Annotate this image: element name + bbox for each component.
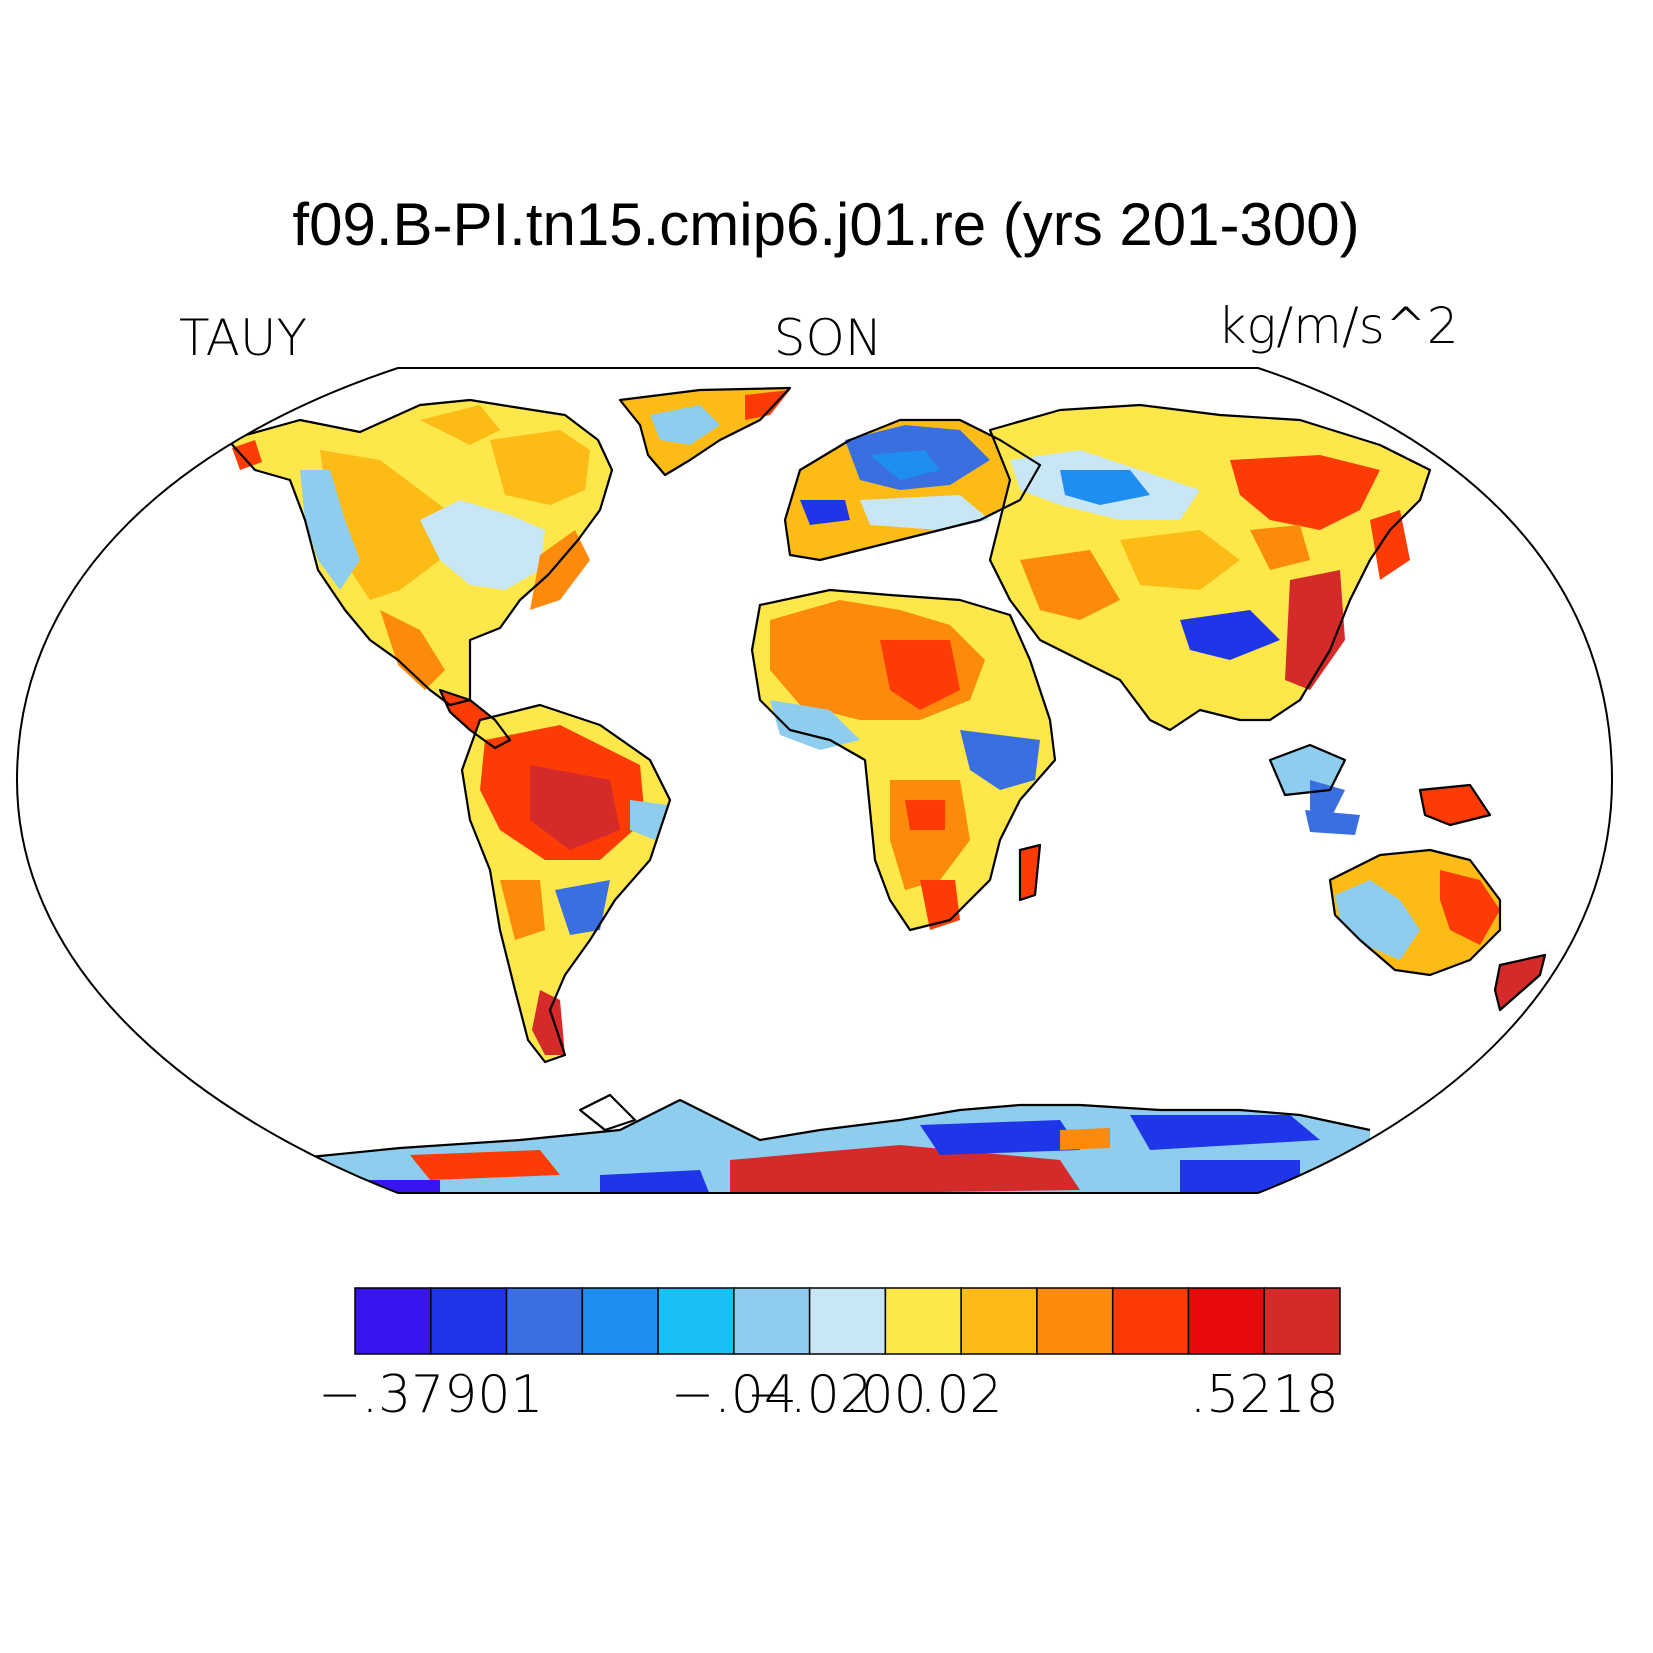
colorbar-swatch	[505, 1287, 584, 1355]
colorbar-swatch	[733, 1287, 811, 1355]
map-title: f09.B-PI.tn15.cmip6.j01.re (yrs 201-300)	[292, 191, 1359, 258]
colorbar-swatch	[430, 1287, 508, 1355]
colorbar-swatch	[354, 1287, 432, 1355]
land-fields	[226, 386, 1547, 1193]
map-globe	[15, 367, 1614, 1194]
colorbar-tick-label: .5218	[1190, 1365, 1339, 1425]
colorbar	[354, 1287, 1341, 1355]
colorbar-swatch	[657, 1287, 735, 1355]
colorbar-tick-label: −.37901	[318, 1365, 544, 1425]
colorbar-tick-label: −.02	[746, 1365, 872, 1425]
colorbar-swatch	[1111, 1287, 1190, 1355]
variable-label: TAUY	[179, 309, 307, 367]
colorbar-tick-label: .02	[920, 1365, 1003, 1425]
season-label: SON	[774, 309, 883, 367]
colorbar-swatch	[1187, 1287, 1265, 1355]
maritime-continent-field	[1270, 745, 1490, 835]
coastlines	[226, 386, 1547, 1160]
colorbar-tick-labels: −.37901 −.04−.02.00.02 .5218	[318, 1365, 1339, 1425]
africa-field	[752, 590, 1055, 930]
colorbar-swatch	[808, 1287, 887, 1355]
units-label: kg/m/s^2	[1217, 297, 1458, 355]
greenland-field	[620, 388, 790, 475]
colorbar-tick-label: −.04	[671, 1365, 797, 1425]
south-america-field	[462, 705, 670, 1062]
colorbar-swatch	[960, 1287, 1038, 1355]
colorbar-swatch	[1263, 1287, 1341, 1355]
colorbar-swatch	[1036, 1287, 1114, 1355]
colorbar-tick-label: .00	[844, 1365, 927, 1425]
australia-field	[1330, 850, 1545, 1010]
north-america-field	[228, 400, 612, 705]
colorbar-swatch	[581, 1287, 659, 1355]
map-border	[15, 367, 1614, 1194]
colorbar-swatch	[884, 1287, 962, 1355]
europe-field	[785, 420, 1040, 560]
asia-field	[990, 405, 1430, 730]
antarctica-field	[300, 1100, 1370, 1193]
